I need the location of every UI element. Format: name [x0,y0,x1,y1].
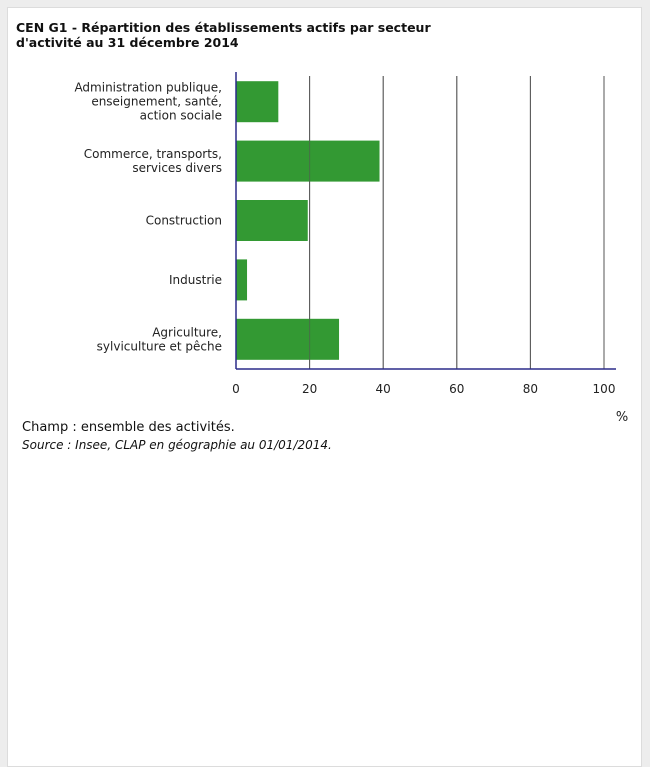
category-label: Construction [146,214,222,228]
category-label: Agriculture, [152,325,222,339]
x-tick-label: 80 [523,382,538,396]
x-tick-label: 100 [593,382,616,396]
bar [236,81,279,123]
category-label: action sociale [140,109,222,123]
x-tick-label: 40 [376,382,391,396]
footnote-champ: Champ : ensemble des activités. [22,420,235,435]
category-label: Commerce, transports, [84,147,222,161]
category-label: services divers [132,161,222,175]
x-tick-label: 60 [449,382,464,396]
bar [236,140,380,182]
category-label: Administration publique, [74,81,222,95]
bar-chart: Administration publique,enseignement, sa… [74,72,628,425]
chart-panel [7,7,642,767]
footnote-source: Source : Insee, CLAP en géographie au 01… [22,438,332,452]
x-tick-label: 20 [302,382,317,396]
bar [236,318,340,360]
bar [236,200,308,241]
x-tick-label: 0 [232,382,240,396]
x-axis-label: % [616,410,628,425]
category-label: Industrie [169,273,222,287]
chart-title: CEN G1 - Répartition des établissements … [16,20,431,50]
bar [236,259,248,301]
category-label: enseignement, santé, [91,95,222,109]
category-label: sylviculture et pêche [97,339,222,353]
